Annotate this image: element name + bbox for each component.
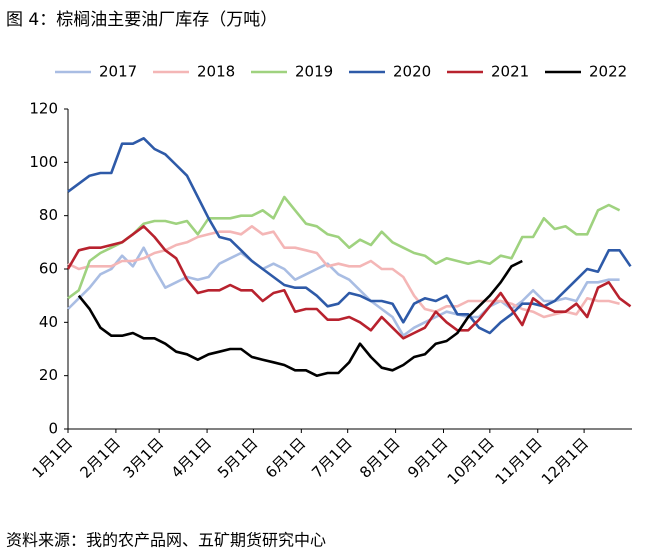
- series-line: [67, 246, 620, 337]
- x-tick-label: 5月1日: [214, 434, 261, 481]
- chart-title: 图 4：棕榈油主要油厂库存（万吨）: [6, 10, 277, 30]
- x-tick-label: 7月1日: [308, 434, 355, 481]
- series-line: [67, 195, 621, 300]
- series-line: [77, 259, 523, 377]
- series-line: [66, 225, 632, 340]
- legend-label: 2017: [99, 63, 137, 81]
- legend-label: 2018: [197, 63, 235, 81]
- y-tick-label: 120: [29, 100, 58, 118]
- x-tick-label: 8月1日: [356, 434, 403, 481]
- y-tick-label: 40: [39, 313, 58, 331]
- y-tick-label: 80: [39, 206, 58, 224]
- legend-label: 2020: [393, 63, 431, 81]
- source-note: 资料来源：我的农产品网、五矿期货研究中心: [6, 531, 326, 550]
- series-line: [67, 137, 632, 335]
- legend-label: 2021: [491, 63, 529, 81]
- legend-label: 2019: [295, 63, 333, 81]
- x-tick-label: 2月1日: [76, 434, 123, 481]
- x-tick-label: 3月1日: [120, 434, 167, 481]
- y-tick-label: 60: [39, 260, 58, 278]
- x-tick-label: 11月1日: [492, 434, 546, 488]
- x-tick-label: 4月1日: [168, 434, 215, 481]
- x-tick-label: 10月1日: [444, 434, 498, 488]
- y-tick-label: 0: [48, 420, 58, 438]
- legend-label: 2022: [589, 63, 627, 81]
- x-tick-label: 1月1日: [29, 434, 76, 481]
- y-tick-label: 20: [39, 366, 58, 384]
- x-tick-label: 6月1日: [262, 434, 309, 481]
- y-tick-label: 100: [29, 153, 58, 171]
- x-tick-label: 12月1日: [538, 434, 592, 488]
